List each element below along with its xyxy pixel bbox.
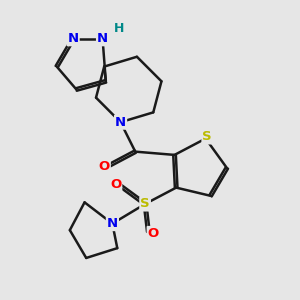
Text: N: N: [68, 32, 79, 45]
Text: S: S: [140, 197, 150, 211]
Text: O: O: [110, 178, 121, 191]
Text: O: O: [148, 227, 159, 240]
Text: O: O: [99, 160, 110, 173]
Text: N: N: [115, 116, 126, 129]
Text: N: N: [97, 32, 108, 45]
Text: S: S: [202, 130, 212, 143]
Text: H: H: [114, 22, 124, 35]
Text: N: N: [107, 217, 118, 230]
